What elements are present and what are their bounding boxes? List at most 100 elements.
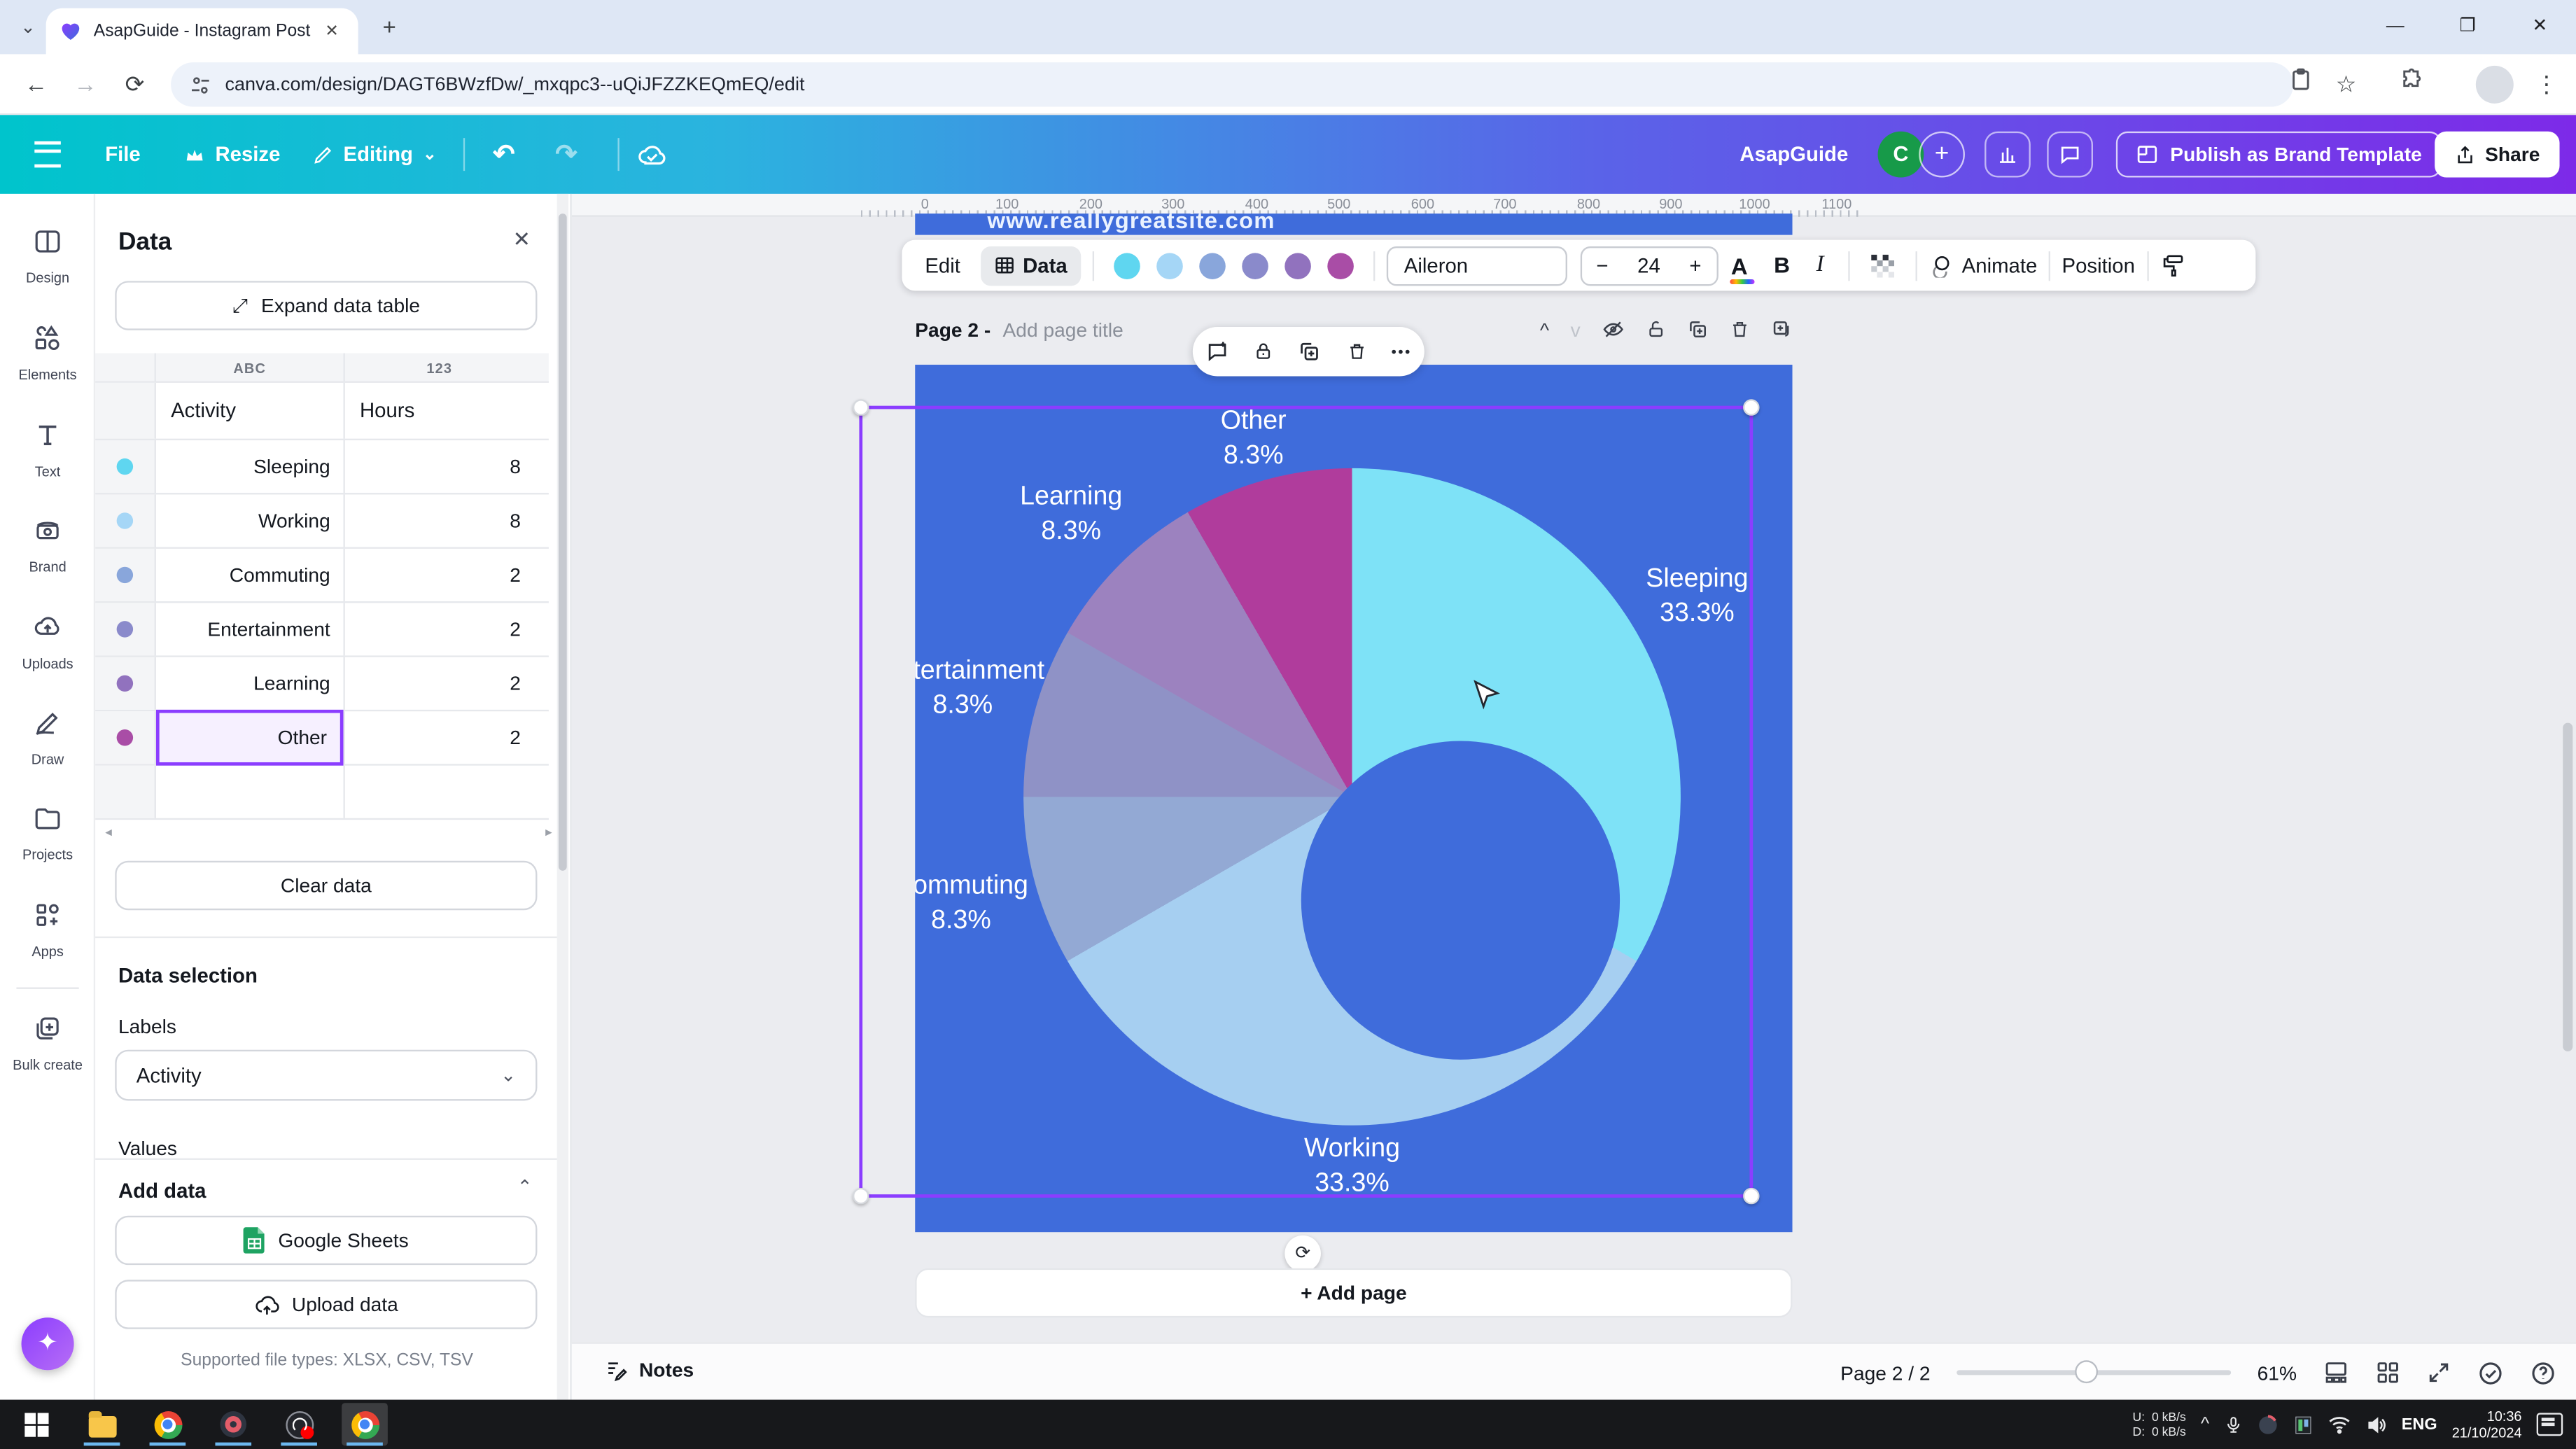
- data-tab-active[interactable]: Data: [980, 245, 1081, 286]
- cell-label[interactable]: Learning: [156, 657, 345, 710]
- sync-pages-button[interactable]: ⟳: [1284, 1235, 1321, 1272]
- edit-button[interactable]: Edit: [925, 253, 960, 277]
- publish-brand-template-button[interactable]: Publish as Brand Template: [2115, 131, 2442, 178]
- selected-cell[interactable]: Other: [155, 709, 344, 766]
- close-button[interactable]: ✕: [2532, 16, 2548, 36]
- notification-center-icon[interactable]: [2536, 1413, 2563, 1436]
- microphone-icon[interactable]: [2224, 1414, 2242, 1436]
- series-color-dot[interactable]: [116, 512, 134, 529]
- main-menu-button[interactable]: [34, 115, 61, 194]
- taskbar-chrome-active[interactable]: [342, 1403, 388, 1446]
- canva-assistant-button[interactable]: ✦: [21, 1317, 74, 1371]
- tray-app-icon[interactable]: [2257, 1414, 2278, 1436]
- cell-label[interactable]: Sleeping: [156, 440, 345, 493]
- chart-color-swatch[interactable]: [1284, 252, 1311, 279]
- minimize-button[interactable]: —: [2386, 16, 2404, 36]
- font-family-selector[interactable]: Aileron: [1385, 245, 1567, 286]
- cell-value[interactable]: 2: [510, 671, 521, 695]
- editor-canvas[interactable]: 0 100 200 300 400 500 600 700 800 900 10…: [571, 193, 2576, 1343]
- sidebar-item-elements[interactable]: Elements: [0, 323, 95, 383]
- chart-color-swatch[interactable]: [1198, 252, 1225, 279]
- chart-color-swatch[interactable]: [1113, 252, 1140, 279]
- selection-handle-bottom-left[interactable]: [853, 1187, 869, 1205]
- transparency-button[interactable]: [1871, 253, 1895, 277]
- resize-button[interactable]: Resize: [184, 115, 280, 194]
- copy-style-roller-icon[interactable]: [2160, 253, 2184, 277]
- sidebar-item-projects[interactable]: Projects: [0, 804, 95, 862]
- more-options-icon[interactable]: •••: [1391, 343, 1412, 360]
- network-speed-monitor[interactable]: U: 0 kB/s D: 0 kB/s: [2132, 1409, 2186, 1439]
- browser-tab[interactable]: AsapGuide - Instagram Post ✕: [46, 8, 358, 55]
- animate-button[interactable]: Animate: [1961, 253, 2038, 277]
- chart-color-swatch[interactable]: [1241, 252, 1268, 279]
- reload-icon[interactable]: ⟳: [125, 70, 145, 97]
- browser-profile-avatar[interactable]: [2475, 65, 2514, 104]
- collapse-chevron-icon[interactable]: ⌃: [517, 1177, 533, 1198]
- restore-button[interactable]: ❐: [2459, 16, 2476, 36]
- page-title-placeholder[interactable]: Add page title: [1002, 318, 1124, 342]
- expand-data-table-button[interactable]: ⤢ Expand data table: [115, 281, 538, 330]
- tab-close-icon[interactable]: ✕: [325, 22, 339, 41]
- taskbar-file-explorer[interactable]: [79, 1403, 125, 1446]
- lock-page-icon[interactable]: [1646, 318, 1666, 340]
- chart-color-swatch[interactable]: [1326, 252, 1354, 279]
- sidebar-item-design[interactable]: Design: [0, 227, 95, 286]
- table-horizontal-scroll[interactable]: ◂ ▸: [105, 825, 552, 841]
- fullscreen-icon[interactable]: [2426, 1360, 2451, 1385]
- grid-view-icon[interactable]: [2323, 1360, 2350, 1385]
- series-color-dot[interactable]: [116, 458, 134, 475]
- sidebar-item-draw[interactable]: Draw: [0, 708, 95, 767]
- invite-member-button[interactable]: +: [1919, 131, 1965, 178]
- comment-add-icon[interactable]: [1205, 340, 1228, 363]
- sidebar-item-brand[interactable]: Brand: [0, 516, 95, 575]
- cell-label[interactable]: Working: [156, 494, 345, 547]
- bookmark-star-icon[interactable]: ☆: [2335, 70, 2357, 97]
- selection-handle-top-right[interactable]: [1743, 399, 1760, 416]
- taskbar-obs[interactable]: [276, 1403, 322, 1446]
- zoom-level[interactable]: 61%: [2257, 1361, 2297, 1385]
- notes-button[interactable]: Notes: [605, 1359, 694, 1382]
- lock-icon[interactable]: [1254, 340, 1273, 363]
- back-icon[interactable]: ←: [24, 70, 48, 97]
- sidebar-item-uploads[interactable]: Uploads: [0, 612, 95, 672]
- column-type-123[interactable]: 123: [344, 353, 534, 382]
- wifi-icon[interactable]: [2328, 1415, 2351, 1434]
- delete-icon[interactable]: [1346, 340, 1366, 363]
- empty-row[interactable]: [95, 765, 549, 820]
- editing-mode-selector[interactable]: Editing ⌄: [312, 115, 437, 194]
- canvas-scrollbar-thumb[interactable]: [2563, 722, 2573, 1052]
- forward-icon[interactable]: →: [74, 70, 97, 97]
- start-button[interactable]: [13, 1403, 59, 1446]
- italic-button[interactable]: I: [1816, 252, 1824, 277]
- selection-handle-bottom-right[interactable]: [1743, 1187, 1760, 1205]
- font-size-value[interactable]: 24: [1637, 253, 1660, 277]
- speaker-icon[interactable]: [2365, 1414, 2387, 1436]
- delete-page-icon[interactable]: [1730, 318, 1749, 340]
- zoom-slider[interactable]: [1956, 1360, 2232, 1384]
- user-avatar[interactable]: C: [1877, 131, 1924, 178]
- add-page-button[interactable]: + Add page: [915, 1268, 1793, 1318]
- share-button[interactable]: Share: [2434, 131, 2560, 178]
- address-bar[interactable]: canva.com/design/DAGT6BWzfDw/_mxqpc3--uQ…: [171, 62, 2294, 107]
- series-color-dot[interactable]: [116, 621, 134, 638]
- header-cell-activity[interactable]: Activity: [156, 382, 345, 439]
- panel-close-icon[interactable]: ✕: [512, 226, 531, 252]
- scroll-right-icon[interactable]: ▸: [545, 825, 552, 840]
- comments-button[interactable]: [2047, 131, 2094, 178]
- column-type-abc[interactable]: ABC: [155, 353, 345, 382]
- extensions-puzzle-icon[interactable]: [2400, 67, 2425, 92]
- font-size-decrease[interactable]: −: [1596, 253, 1609, 277]
- insights-button[interactable]: [1984, 131, 2031, 178]
- position-button[interactable]: Position: [2062, 253, 2135, 277]
- move-page-up-icon[interactable]: ^: [1539, 318, 1550, 342]
- donut-chart[interactable]: [1023, 468, 1681, 1126]
- duplicate-icon[interactable]: [1298, 340, 1322, 363]
- file-menu[interactable]: File: [105, 143, 141, 167]
- text-color-button[interactable]: A: [1729, 252, 1754, 284]
- hide-page-icon[interactable]: [1602, 318, 1625, 340]
- cell-value[interactable]: 8: [510, 509, 521, 533]
- upload-data-button[interactable]: Upload data: [115, 1280, 538, 1329]
- bold-button[interactable]: B: [1774, 253, 1791, 278]
- sidebar-item-bulk-create[interactable]: Bulk create: [0, 1014, 95, 1073]
